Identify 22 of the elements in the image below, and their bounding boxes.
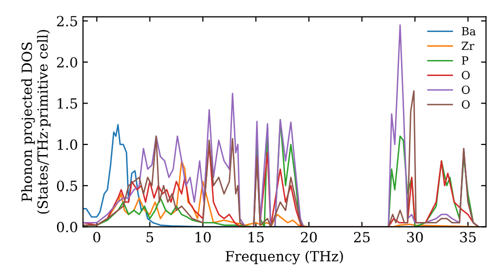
y-tick-label: 2.5 [56,16,78,26]
x-tick-label: 5 [146,232,154,242]
legend-label: O [462,100,470,109]
y-axis-title: Phonon projected DOS (States/THz·primitive cell) [21,30,50,214]
x-tick-label: 35 [460,232,476,242]
legend-label: O [462,86,470,94]
legend-label: O [462,70,470,80]
x-axis-title: Frequency (THz) [226,250,343,264]
legend-label: P [462,56,468,65]
x-tick-label: 15 [248,232,264,242]
x-tick-label: 25 [354,232,370,242]
legend-label: Ba [462,27,476,36]
legend-label: Zr [462,42,474,50]
y-tick-label: 0.0 [56,222,78,232]
x-tick-label: 30 [407,232,423,242]
x-tick-label: 10 [196,232,211,242]
x-tick-label: 20 [300,232,317,242]
x-tick-label: 0 [93,232,100,242]
y-tick-label: 0.5 [56,180,78,192]
y-tick-label: 1.5 [58,98,78,109]
y-tick-label: 1.0 [58,139,78,150]
y-tick-label: 2.0 [56,57,78,68]
